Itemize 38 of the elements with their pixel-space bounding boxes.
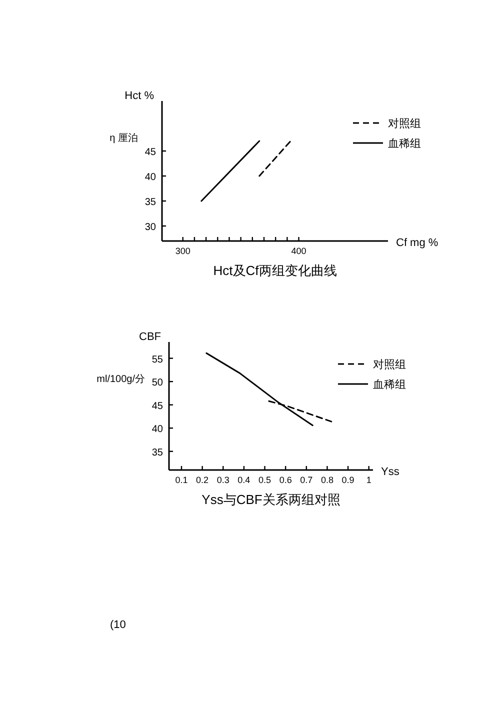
- x-tick-label: 0.8: [320, 475, 334, 485]
- x-tick-label: 0.3: [216, 475, 230, 485]
- y-tick-label: 40: [144, 172, 156, 183]
- text: ml/100g/分: [96, 373, 145, 385]
- y-tick-label: 45: [144, 147, 156, 158]
- y-tick-label: 35: [144, 197, 156, 208]
- y-axis-title: CBF: [139, 331, 162, 343]
- text: η 厘泊: [110, 132, 138, 144]
- legend-label: 对照组: [388, 117, 421, 130]
- x-axis-title: Yss: [381, 466, 400, 478]
- legend-label: 血稀组: [373, 379, 406, 391]
- legend-item: 对照组: [338, 359, 406, 371]
- legend-item: 对照组: [353, 118, 421, 130]
- y-tick-label: 55: [152, 354, 164, 366]
- x-tick-label: 0.6: [279, 475, 292, 485]
- y-axis-title: Hct %: [124, 90, 154, 102]
- legend-label: 对照组: [373, 358, 406, 371]
- x-tick-label: 400: [291, 246, 306, 256]
- y-tick-label: 50: [152, 378, 164, 389]
- y-tick-label: 40: [152, 424, 164, 436]
- text: Yss与CBF关系两组对照: [202, 492, 340, 507]
- legend-label: 血稀组: [388, 138, 421, 150]
- x-tick-label: 300: [175, 246, 190, 256]
- x-tick-label: 0.9: [342, 475, 354, 485]
- text: Hct及Cf两组变化曲线: [213, 263, 337, 278]
- legend-item: 血稀组: [353, 138, 421, 150]
- x-tick-label: 0.2: [196, 475, 209, 485]
- legend-item: 血稀组: [338, 379, 406, 391]
- y-tick-label: 30: [144, 222, 156, 233]
- x-tick-label: 0.5: [258, 475, 272, 485]
- text: (10: [110, 619, 126, 631]
- y-tick-label: 35: [152, 447, 164, 458]
- x-tick-label: 1: [366, 475, 372, 485]
- x-axis-title: Cf mg %: [396, 237, 438, 249]
- y-tick-label: 45: [152, 400, 164, 412]
- x-tick-label: 0.1: [175, 475, 188, 485]
- x-tick-label: 0.4: [238, 475, 250, 485]
- x-tick-label: 0.7: [300, 475, 313, 485]
